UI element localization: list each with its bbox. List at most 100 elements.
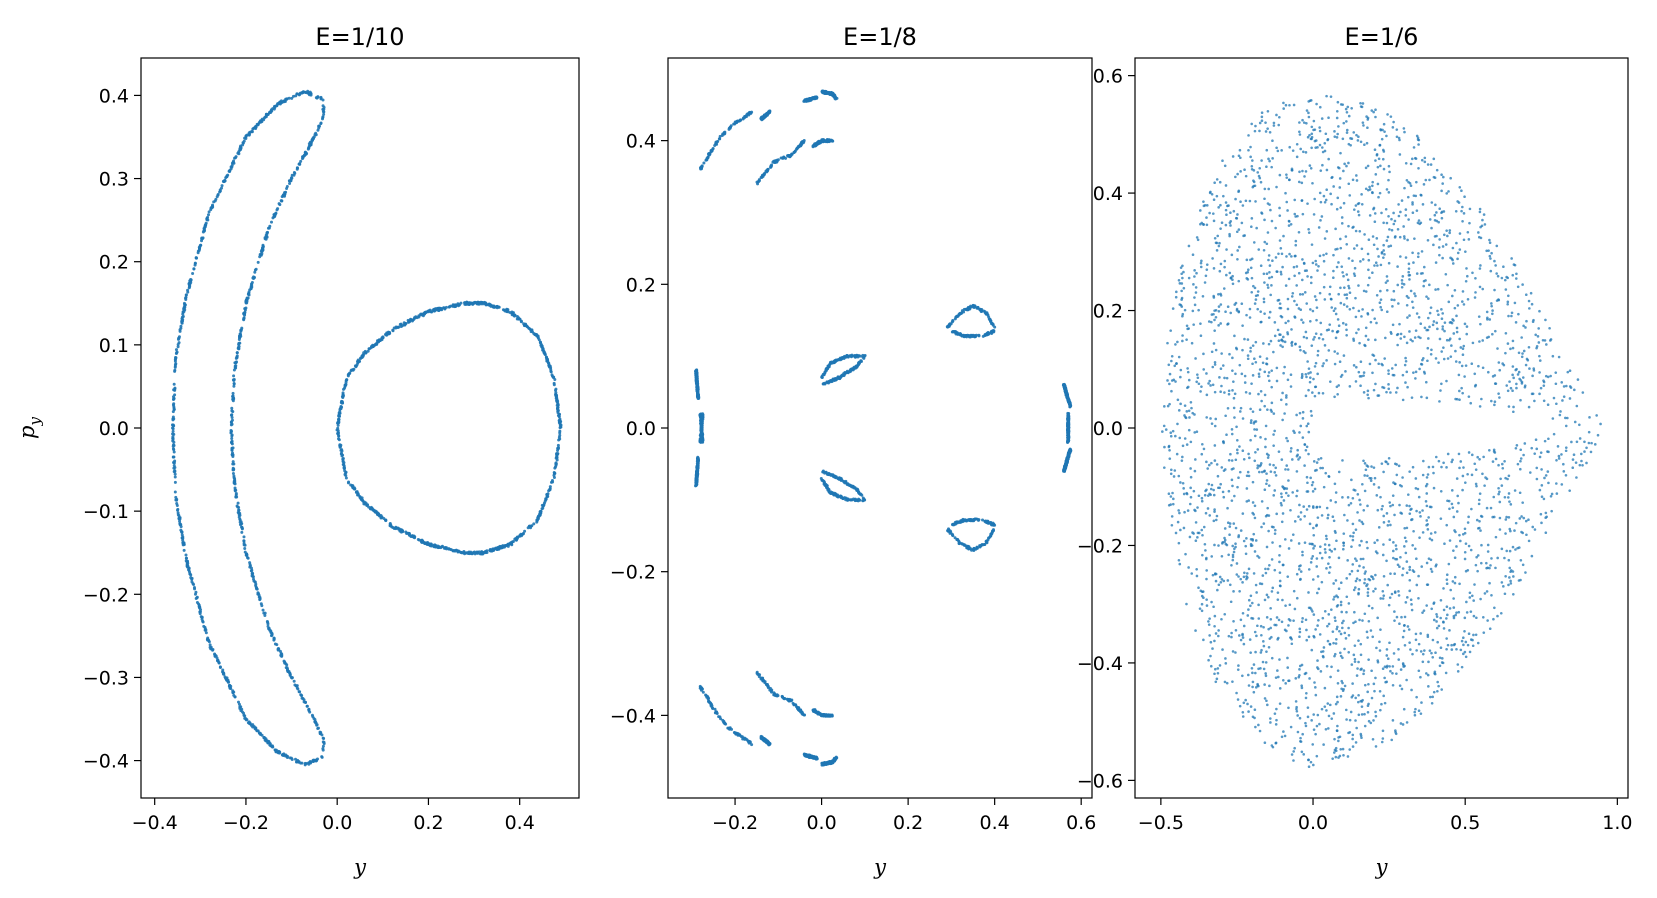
data-point xyxy=(381,336,385,340)
data-point xyxy=(1258,470,1261,474)
data-point xyxy=(1306,275,1309,278)
data-point xyxy=(171,429,175,433)
data-point xyxy=(842,480,846,484)
data-point xyxy=(191,272,195,276)
data-point xyxy=(537,514,541,518)
data-point xyxy=(552,471,556,475)
data-point xyxy=(233,695,237,699)
y-tick-label: −0.4 xyxy=(610,705,656,727)
data-point xyxy=(765,739,769,743)
y-tick-label: 0.3 xyxy=(99,169,129,191)
data-point xyxy=(856,490,860,494)
data-point xyxy=(366,349,370,353)
data-point xyxy=(556,399,560,403)
data-point xyxy=(242,316,246,320)
data-point xyxy=(956,538,960,542)
data-point xyxy=(456,302,460,306)
data-point xyxy=(822,373,826,377)
data-point xyxy=(513,313,517,317)
data-point xyxy=(321,104,325,108)
data-point xyxy=(695,383,699,387)
data-point xyxy=(360,498,364,502)
data-point xyxy=(263,614,267,618)
data-point xyxy=(417,315,421,319)
data-point xyxy=(277,202,281,206)
data-point xyxy=(552,383,556,387)
data-point xyxy=(216,193,220,197)
data-point xyxy=(1361,102,1365,105)
data-point xyxy=(746,112,750,116)
data-point xyxy=(233,482,237,486)
x-tick-label: −0.4 xyxy=(132,812,178,834)
data-point xyxy=(252,579,256,583)
data-point xyxy=(710,148,714,152)
data-point xyxy=(378,514,382,518)
data-point xyxy=(548,488,552,492)
data-point xyxy=(269,108,273,112)
data-point xyxy=(274,748,278,752)
data-point xyxy=(550,373,554,377)
data-point xyxy=(1249,651,1252,654)
data-point xyxy=(1575,440,1579,444)
data-point xyxy=(986,520,990,524)
data-point xyxy=(1205,223,1209,227)
x-tick-label: 0.6 xyxy=(1066,812,1096,834)
data-point xyxy=(827,138,831,142)
data-point xyxy=(374,342,378,346)
data-point xyxy=(298,92,302,96)
data-point xyxy=(171,398,175,402)
x-tick-label: 0.2 xyxy=(413,812,443,834)
data-point xyxy=(295,167,299,171)
data-point xyxy=(1066,439,1070,443)
data-point xyxy=(362,502,366,506)
data-point xyxy=(989,330,993,334)
data-point xyxy=(340,401,344,405)
data-point xyxy=(197,602,201,606)
data-point xyxy=(365,503,369,507)
data-point xyxy=(174,495,178,499)
data-point xyxy=(1507,516,1511,519)
data-point xyxy=(862,498,866,502)
data-point xyxy=(229,429,233,433)
data-point xyxy=(558,429,562,433)
data-point xyxy=(1497,463,1500,467)
data-point xyxy=(841,497,845,501)
data-point xyxy=(259,733,263,737)
data-point xyxy=(315,96,319,100)
data-point xyxy=(971,334,975,338)
data-point xyxy=(394,325,398,329)
data-point xyxy=(824,762,828,766)
x-tick-label: −0.2 xyxy=(223,812,269,834)
data-point xyxy=(203,224,207,228)
data-point xyxy=(178,519,182,523)
data-point xyxy=(407,320,410,324)
data-point xyxy=(236,501,240,505)
data-point xyxy=(173,393,177,397)
data-point xyxy=(1464,364,1468,367)
data-point xyxy=(515,317,519,321)
data-point xyxy=(433,543,437,547)
data-point xyxy=(1267,371,1271,374)
data-point xyxy=(309,143,313,147)
data-point xyxy=(221,672,225,676)
data-point xyxy=(980,309,984,313)
data-point xyxy=(391,328,395,332)
data-point xyxy=(832,359,836,363)
data-point xyxy=(985,311,989,315)
data-point xyxy=(1469,401,1473,405)
data-point xyxy=(964,334,968,338)
data-point xyxy=(973,304,977,308)
data-point xyxy=(795,707,799,711)
data-point xyxy=(230,446,234,450)
data-point xyxy=(241,143,245,147)
data-point xyxy=(496,546,500,550)
data-point xyxy=(857,498,861,502)
data-point xyxy=(344,382,348,386)
y-tick-label: 0.4 xyxy=(99,85,129,107)
data-point xyxy=(260,249,264,253)
data-point xyxy=(176,507,180,511)
data-point xyxy=(734,120,738,124)
data-point xyxy=(313,718,317,722)
data-point xyxy=(519,320,523,324)
data-point xyxy=(272,636,276,640)
